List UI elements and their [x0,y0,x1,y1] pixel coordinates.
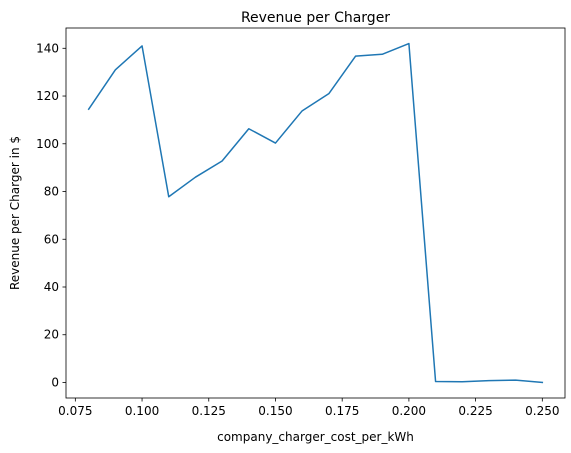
y-tick-label: 140 [36,41,59,55]
x-tick-label: 0.175 [325,404,359,418]
x-tick-label: 0.075 [58,404,92,418]
y-axis-ticks: 0 20 40 60 80 100 120 140 [36,41,66,389]
x-tick-label: 0.150 [258,404,292,418]
x-axis-ticks: 0.075 0.100 0.125 0.150 0.175 0.200 0.225 0.250 [58,398,559,418]
x-tick-label: 0.250 [525,404,559,418]
x-axis-title: company_charger_cost_per_kWh [217,430,414,444]
y-tick-label: 0 [51,375,59,389]
y-tick-label: 80 [44,185,59,199]
plot-frame [65,27,566,399]
x-tick-label: 0.200 [392,404,426,418]
y-tick-label: 120 [36,89,59,103]
series-line-0 [87,42,544,384]
y-tick-label: 60 [44,232,59,246]
x-tick-label: 0.100 [125,404,159,418]
y-tick-label: 100 [36,137,59,151]
plot-line-layer [87,42,544,384]
y-axis-title: Revenue per Charger in $ [8,136,22,290]
y-tick-label: 40 [44,280,59,294]
chart-title: Revenue per Charger [241,10,390,26]
x-tick-label: 0.125 [192,404,226,418]
y-tick-label: 20 [44,328,59,342]
x-tick-label: 0.225 [458,404,492,418]
